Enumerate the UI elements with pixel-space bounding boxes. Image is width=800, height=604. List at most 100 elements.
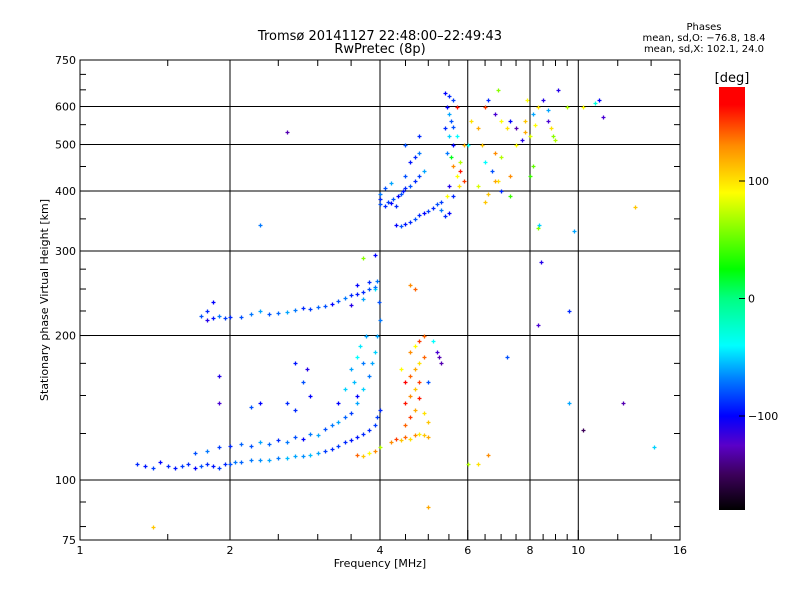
data-point	[367, 287, 372, 292]
data-point	[451, 194, 456, 199]
data-point	[378, 197, 383, 202]
data-point	[378, 445, 383, 450]
data-point	[355, 394, 360, 399]
data-point	[205, 462, 210, 467]
data-point	[211, 300, 216, 305]
y-tick-label: 300	[55, 245, 76, 258]
data-point	[378, 192, 383, 197]
data-point	[476, 462, 481, 467]
data-point	[417, 339, 422, 344]
data-point	[435, 202, 440, 207]
data-point	[536, 323, 541, 328]
data-point	[567, 309, 572, 314]
data-point	[293, 408, 298, 413]
data-point	[403, 143, 408, 148]
data-point	[205, 318, 210, 323]
data-point	[413, 344, 418, 349]
data-point	[276, 311, 281, 316]
data-point	[389, 201, 394, 206]
data-point	[391, 197, 396, 202]
data-point	[316, 305, 321, 310]
data-point	[408, 374, 413, 379]
data-point	[305, 367, 310, 372]
data-point	[323, 427, 328, 432]
data-point	[426, 505, 431, 510]
data-point	[223, 316, 228, 321]
data-point	[217, 374, 222, 379]
data-point	[403, 186, 408, 191]
data-point	[399, 224, 404, 229]
data-point	[223, 462, 228, 467]
data-point	[355, 283, 360, 288]
data-point	[378, 408, 383, 413]
x-tick-label: 6	[464, 544, 471, 557]
data-point	[217, 445, 222, 450]
data-point	[249, 405, 254, 410]
y-tick-label: 75	[62, 534, 76, 547]
x-tick-label: 4	[377, 544, 384, 557]
colorbar-tick-label: 0	[748, 293, 755, 306]
data-point	[413, 179, 418, 184]
data-point	[336, 444, 341, 449]
data-point	[462, 179, 467, 184]
data-point	[394, 437, 399, 442]
data-point	[408, 283, 413, 288]
chart-subtitle: RwPretec (8p)	[334, 42, 425, 57]
data-point	[349, 367, 354, 372]
data-point	[399, 192, 404, 197]
data-point	[323, 449, 328, 454]
data-point	[581, 428, 586, 433]
data-point	[396, 194, 401, 199]
data-point	[217, 401, 222, 406]
data-point	[267, 312, 272, 317]
data-point	[508, 119, 513, 124]
colorbar-tick-label: 100	[748, 175, 769, 188]
data-point	[249, 312, 254, 317]
data-point	[239, 442, 244, 447]
x-tick-labels: 1 2 4 6 8 10 16	[77, 544, 688, 557]
data-point	[528, 174, 533, 179]
data-point	[499, 119, 504, 124]
stats-heading: Phases	[686, 22, 721, 33]
data-point	[377, 300, 382, 305]
data-point	[455, 174, 460, 179]
data-point	[211, 464, 216, 469]
y-tick-label: 750	[55, 54, 76, 67]
data-point	[469, 119, 474, 124]
data-point	[413, 217, 418, 222]
data-point	[447, 134, 452, 139]
data-point	[151, 525, 156, 530]
y-tick-label: 100	[55, 474, 76, 487]
data-point	[403, 174, 408, 179]
data-point	[536, 105, 541, 110]
data-point	[408, 220, 413, 225]
data-point	[267, 458, 272, 463]
data-point	[330, 302, 335, 307]
data-point	[361, 361, 366, 366]
data-point	[367, 451, 372, 456]
data-point	[361, 454, 366, 459]
data-point	[330, 423, 335, 428]
data-point	[553, 138, 558, 143]
data-point	[228, 462, 233, 467]
data-point	[258, 401, 263, 406]
data-point	[593, 101, 598, 106]
stats-o-mode: mean, sd,O: −76.8, 18.4	[643, 33, 766, 44]
data-point	[293, 435, 298, 440]
data-point	[451, 143, 456, 148]
data-point	[439, 208, 444, 213]
data-point	[258, 309, 263, 314]
data-point	[449, 155, 454, 160]
data-point	[551, 134, 556, 139]
data-point	[355, 435, 360, 440]
data-point	[293, 361, 298, 366]
data-point	[267, 442, 272, 447]
data-point	[186, 462, 191, 467]
x-tick-label: 10	[571, 544, 585, 557]
data-point	[408, 394, 413, 399]
data-point	[443, 214, 448, 219]
data-point	[403, 380, 408, 385]
data-point	[367, 280, 372, 285]
data-point	[408, 350, 413, 355]
data-point	[417, 134, 422, 139]
